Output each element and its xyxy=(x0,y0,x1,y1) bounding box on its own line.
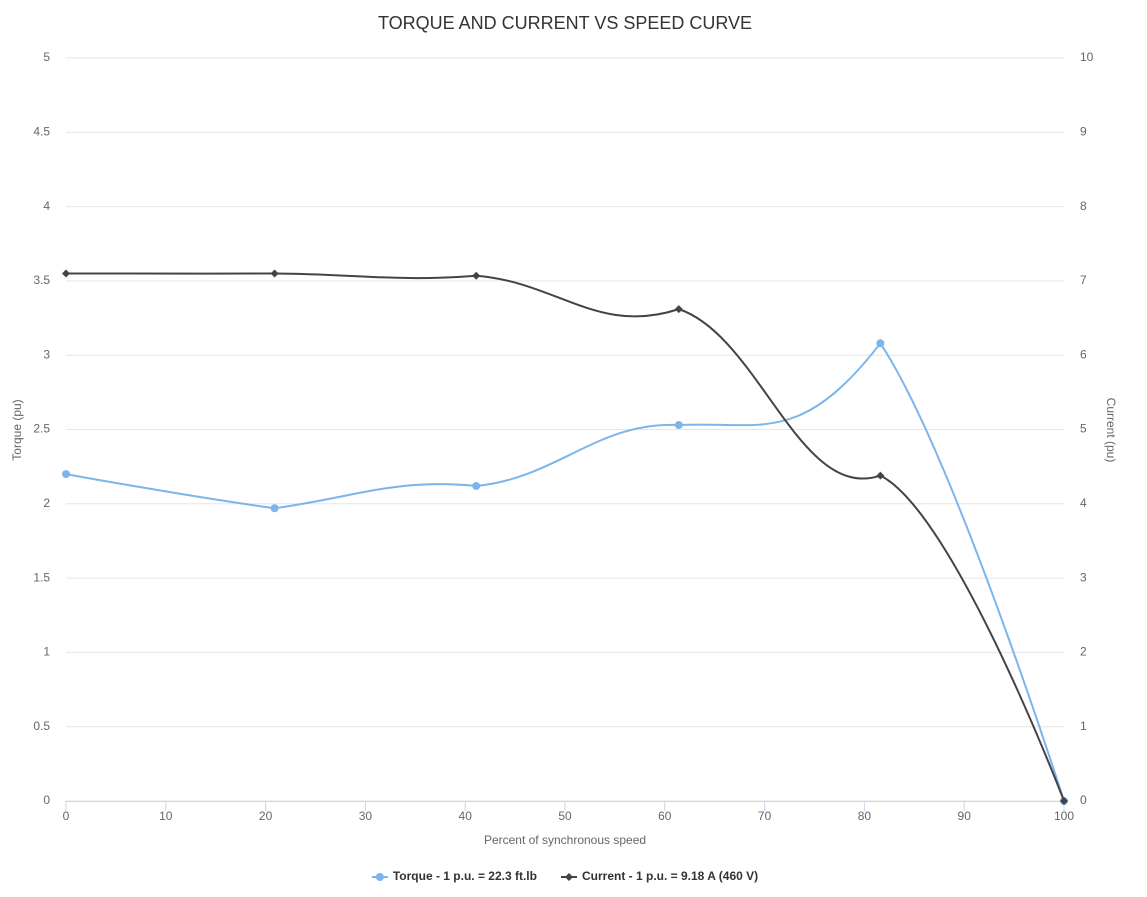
x-tick-label: 100 xyxy=(1054,809,1074,823)
y-tick-label: 3.5 xyxy=(33,273,50,287)
data-point xyxy=(674,305,683,314)
y2-tick-label: 6 xyxy=(1080,347,1087,361)
legend-label: Current - 1 p.u. = 9.18 A (460 V) xyxy=(582,869,758,883)
legend-symbol xyxy=(375,873,384,881)
y2-tick-label: 5 xyxy=(1080,422,1087,436)
x-tick-label: 30 xyxy=(359,809,373,823)
data-point xyxy=(270,269,279,278)
y2-tick-label: 0 xyxy=(1080,793,1087,807)
data-point xyxy=(876,471,885,480)
data-point xyxy=(270,504,279,513)
y-tick-label: 1 xyxy=(43,645,50,659)
x-tick-label: 80 xyxy=(858,809,872,823)
y2-axis-title: Current (pu) xyxy=(1104,398,1118,463)
y-tick-label: 4.5 xyxy=(33,124,50,138)
y-tick-label: 3 xyxy=(43,347,50,361)
legend-symbol xyxy=(564,873,573,881)
y2-tick-label: 2 xyxy=(1080,645,1087,659)
data-point xyxy=(674,421,683,430)
y-tick-label: 0.5 xyxy=(33,719,50,733)
y2-tick-label: 8 xyxy=(1080,199,1087,213)
legend-item[interactable]: Current - 1 p.u. = 9.18 A (460 V) xyxy=(560,869,758,883)
y2-tick-label: 10 xyxy=(1080,50,1094,64)
y-tick-label: 5 xyxy=(43,50,50,64)
y-tick-label: 0 xyxy=(43,793,50,807)
x-tick-label: 50 xyxy=(558,809,572,823)
y2-tick-label: 4 xyxy=(1080,496,1087,510)
y2-tick-label: 9 xyxy=(1080,124,1087,138)
y2-tick-label: 7 xyxy=(1080,273,1087,287)
x-tick-label: 20 xyxy=(259,809,273,823)
x-tick-label: 10 xyxy=(159,809,173,823)
y-axis-title: Torque (pu) xyxy=(10,399,24,460)
x-tick-label: 90 xyxy=(958,809,972,823)
y2-tick-label: 1 xyxy=(1080,719,1087,733)
legend-item[interactable]: Torque - 1 p.u. = 22.3 ft.lb xyxy=(371,869,537,883)
series-line xyxy=(65,272,1065,802)
data-point xyxy=(472,481,481,490)
data-point xyxy=(62,470,70,479)
data-point xyxy=(876,339,885,348)
x-tick-label: 40 xyxy=(459,809,473,823)
y-tick-label: 1.5 xyxy=(33,570,50,584)
data-point xyxy=(472,271,481,280)
y2-tick-label: 3 xyxy=(1080,570,1087,584)
x-axis-title: Percent of synchronous speed xyxy=(484,833,646,847)
chart-title: TORQUE AND CURRENT VS SPEED CURVE xyxy=(378,13,752,33)
data-point xyxy=(62,269,70,278)
legend-label: Torque - 1 p.u. = 22.3 ft.lb xyxy=(393,869,537,883)
data-point xyxy=(1060,797,1068,805)
x-tick-label: 70 xyxy=(758,809,772,823)
y-tick-label: 4 xyxy=(43,199,50,213)
y-tick-label: 2.5 xyxy=(33,422,50,436)
y-tick-label: 2 xyxy=(43,496,50,510)
x-tick-label: 60 xyxy=(658,809,672,823)
series-line xyxy=(65,341,1065,802)
x-tick-label: 0 xyxy=(63,809,70,823)
